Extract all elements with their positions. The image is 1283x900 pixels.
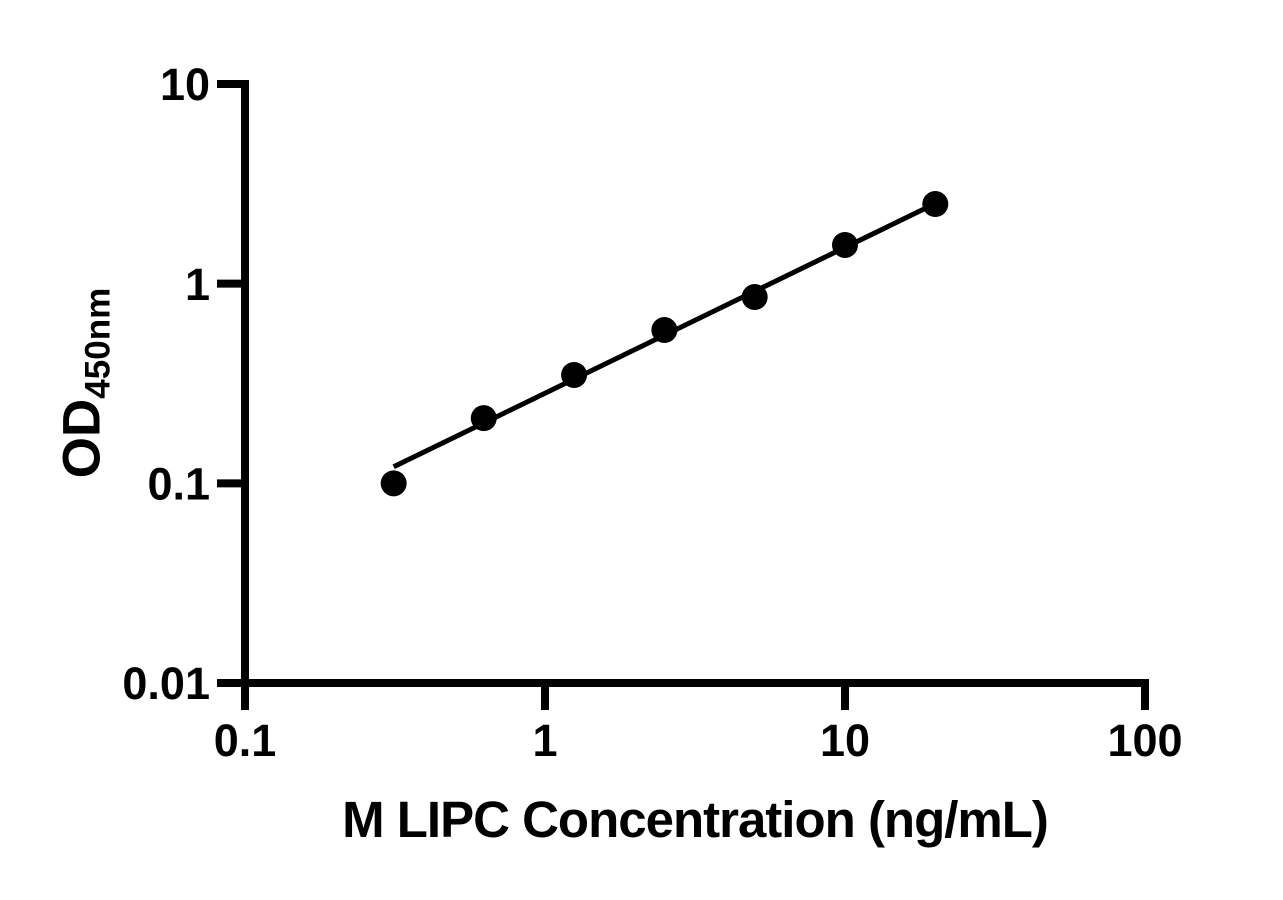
x-tick-label: 1 bbox=[532, 715, 557, 766]
y-axis-title-subscript: 450nm bbox=[78, 287, 118, 399]
y-tick-label: 1 bbox=[185, 259, 210, 310]
y-axis-title: OD450nm bbox=[52, 288, 119, 478]
y-tick-label: 0.01 bbox=[122, 658, 210, 709]
data-point bbox=[741, 284, 768, 311]
y-tick-label: 10 bbox=[160, 59, 210, 110]
x-axis-title: M LIPC Concentration (ng/mL) bbox=[342, 791, 1049, 848]
y-axis-title-main: OD bbox=[52, 398, 112, 479]
x-tick-label: 0.1 bbox=[214, 715, 277, 766]
data-point bbox=[651, 317, 678, 344]
data-point bbox=[922, 191, 949, 218]
data-point bbox=[832, 231, 858, 258]
data-point bbox=[561, 361, 588, 388]
x-tick-label: 100 bbox=[1107, 715, 1182, 766]
x-tick-label: 10 bbox=[820, 715, 870, 766]
data-point bbox=[470, 405, 497, 432]
data-point bbox=[380, 470, 407, 497]
y-tick-label: 0.1 bbox=[147, 459, 210, 510]
